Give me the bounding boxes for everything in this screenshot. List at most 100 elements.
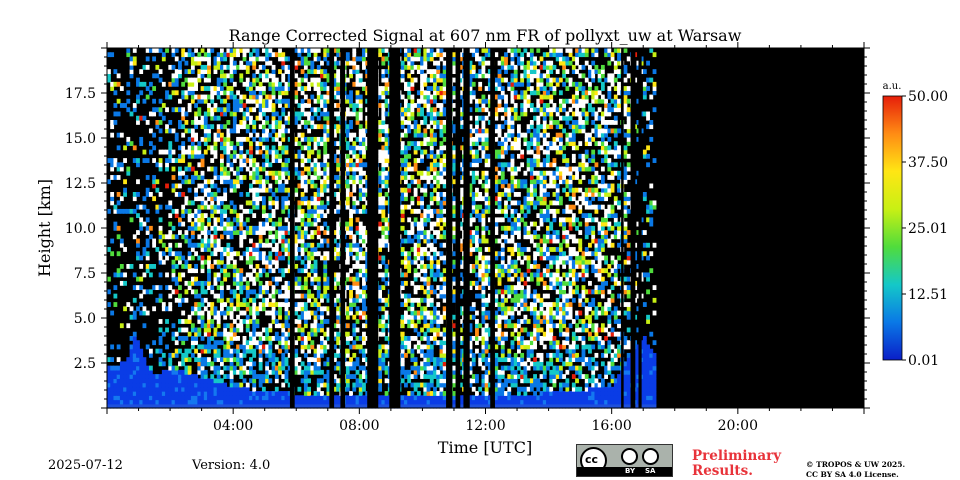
signal-cell: [203, 357, 208, 363]
signal-cell: [433, 69, 437, 75]
signal-cell: [297, 369, 302, 375]
signal-cell: [429, 221, 434, 227]
signal-cell: [313, 52, 318, 58]
signal-cell: [200, 120, 205, 125]
signal-cell: [278, 48, 282, 53]
signal-cell: [219, 221, 224, 227]
signal-cell: [404, 336, 408, 341]
signal-cell: [165, 319, 169, 324]
signal-cell: [249, 399, 253, 405]
signal-cell: [271, 221, 276, 227]
signal-cell: [442, 124, 447, 130]
signal-cell: [184, 60, 189, 66]
signal-cell: [187, 179, 192, 185]
signal-cell: [265, 344, 270, 350]
signal-cell: [274, 302, 279, 307]
signal-cell: [284, 90, 289, 96]
signal-cell: [165, 382, 169, 388]
signal-cell: [194, 86, 198, 91]
signal-cell: [123, 382, 127, 388]
signal-cell: [268, 259, 273, 265]
signal-cell: [426, 251, 431, 257]
signal-cell: [300, 111, 305, 117]
signal-cell: [123, 378, 127, 384]
signal-cell: [284, 128, 289, 134]
signal-cell: [362, 302, 366, 307]
signal-cell: [352, 323, 357, 329]
signal-cell: [181, 391, 186, 396]
signal-cell: [232, 251, 237, 257]
signal-cell: [365, 255, 370, 261]
signal-cell: [297, 403, 302, 409]
signal-cell: [313, 145, 318, 151]
signal-cell: [165, 204, 169, 210]
signal-cell: [310, 120, 315, 125]
signal-cell: [384, 238, 389, 244]
signal-cell: [281, 230, 286, 235]
signal-cell: [184, 120, 189, 125]
signal-cell: [145, 94, 150, 100]
signal-cell: [187, 145, 192, 151]
signal-cell: [239, 280, 244, 286]
signal-cell: [174, 369, 179, 375]
signal-cell: [313, 166, 318, 172]
signal-cell: [358, 310, 363, 316]
signal-cell: [294, 361, 299, 367]
signal-cell: [168, 149, 173, 155]
signal-cell: [378, 247, 383, 252]
signal-cell: [316, 361, 321, 367]
signal-cell: [229, 369, 234, 375]
signal-cell: [404, 98, 408, 104]
signal-cell: [287, 128, 292, 134]
signal-cell: [349, 103, 353, 108]
signal-cell: [439, 391, 444, 396]
signal-cell: [152, 196, 157, 202]
signal-cell: [439, 319, 444, 324]
signal-cell: [336, 247, 341, 252]
signal-cell: [219, 132, 224, 138]
signal-cell: [142, 115, 147, 121]
signal-cell: [197, 280, 202, 286]
signal-cell: [365, 272, 370, 278]
signal-cell: [384, 69, 389, 75]
signal-cell: [229, 166, 234, 172]
signal-cell: [426, 56, 431, 62]
signal-cell: [310, 340, 315, 346]
signal-cell: [278, 132, 282, 138]
signal-cell: [287, 323, 292, 329]
signal-cell: [307, 60, 311, 66]
signal-cell: [410, 166, 415, 172]
signal-cell: [349, 403, 353, 409]
signal-cell: [252, 196, 257, 202]
signal-cell: [271, 361, 276, 367]
signal-cell: [242, 391, 247, 396]
signal-cell: [274, 336, 279, 341]
signal-cell: [362, 149, 366, 155]
signal-cell: [158, 225, 163, 231]
signal-cell: [242, 81, 247, 87]
signal-cell: [136, 306, 140, 312]
signal-cell: [320, 73, 324, 79]
signal-cell: [171, 268, 176, 274]
signal-cell: [181, 234, 186, 240]
signal-cell: [239, 124, 244, 130]
signal-cell: [384, 217, 389, 223]
signal-cell: [178, 221, 182, 227]
signal-cell: [190, 344, 195, 350]
signal-cell: [436, 221, 441, 227]
signal-cell: [349, 136, 353, 142]
signal-cell: [404, 128, 408, 134]
signal-cell: [365, 403, 370, 409]
signal-cell: [116, 272, 121, 278]
signal-cell: [229, 179, 234, 185]
signal-cell: [252, 107, 257, 113]
signal-cell: [316, 365, 321, 371]
signal-cell: [349, 94, 353, 100]
signal-cell: [352, 399, 357, 405]
signal-cell: [410, 179, 415, 185]
signal-cell: [326, 120, 331, 125]
signal-cell: [232, 382, 237, 388]
signal-cell: [349, 285, 353, 291]
signal-cell: [132, 382, 137, 388]
signal-cell: [197, 293, 202, 299]
